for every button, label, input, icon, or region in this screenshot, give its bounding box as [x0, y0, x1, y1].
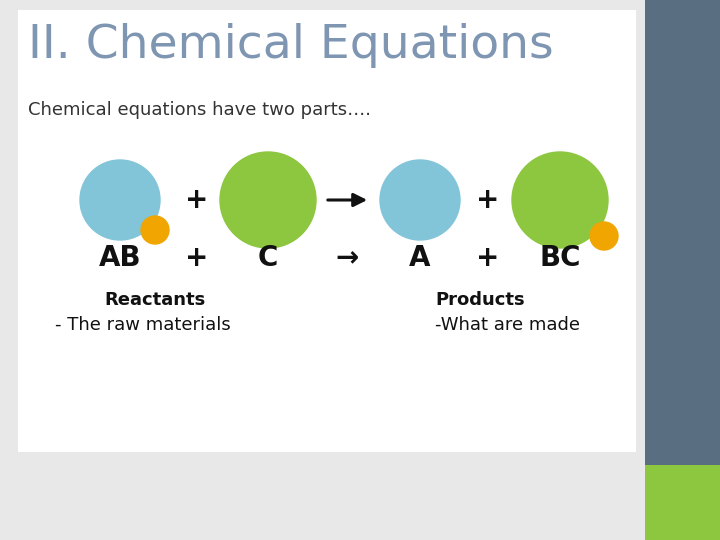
Text: II. Chemical Equations: II. Chemical Equations	[28, 23, 554, 68]
Text: BC: BC	[539, 244, 581, 272]
Text: +: +	[477, 244, 500, 272]
Circle shape	[590, 222, 618, 250]
Circle shape	[380, 160, 460, 240]
Circle shape	[220, 152, 316, 248]
Text: AB: AB	[99, 244, 141, 272]
Text: +: +	[185, 244, 209, 272]
Bar	[645, 0, 720, 540]
Text: Products: Products	[435, 291, 525, 309]
Text: - The raw materials: - The raw materials	[55, 316, 231, 334]
Text: →: →	[336, 244, 359, 272]
Text: -What are made: -What are made	[435, 316, 580, 334]
Text: A: A	[409, 244, 431, 272]
Text: +: +	[477, 186, 500, 214]
Circle shape	[141, 216, 169, 244]
Circle shape	[512, 152, 608, 248]
Bar	[645, 465, 720, 540]
Bar	[18, 10, 636, 452]
Text: Reactants: Reactants	[104, 291, 206, 309]
Circle shape	[80, 160, 160, 240]
Text: C: C	[258, 244, 278, 272]
Text: +: +	[185, 186, 209, 214]
Text: Chemical equations have two parts….: Chemical equations have two parts….	[28, 101, 371, 119]
